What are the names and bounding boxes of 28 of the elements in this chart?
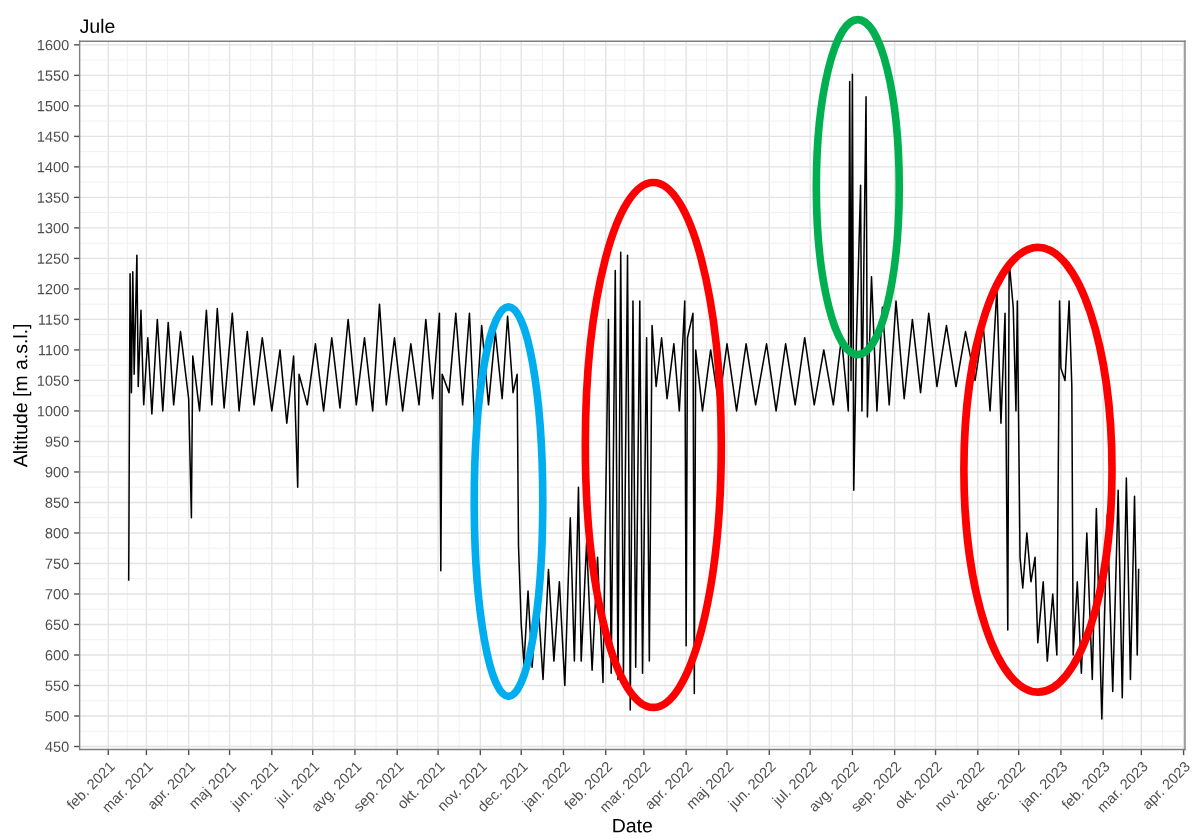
y-tick-label: 1550 xyxy=(37,70,69,81)
y-tick-label: 650 xyxy=(45,619,69,630)
y-tick-label: 450 xyxy=(45,741,69,752)
y-tick-label: 1150 xyxy=(38,314,69,325)
y-tick-label: 550 xyxy=(45,680,69,691)
y-tick-label: 1600 xyxy=(37,39,69,51)
y-tick-label: 800 xyxy=(45,528,69,539)
y-tick-label: 1050 xyxy=(37,375,69,386)
y-tick-label: 700 xyxy=(45,589,69,600)
y-tick-label: 1000 xyxy=(37,406,69,417)
y-tick-label: 500 xyxy=(45,711,69,722)
y-tick-label: 600 xyxy=(45,650,69,661)
chart-title: Jule xyxy=(79,18,115,34)
y-tick-label: 1350 xyxy=(37,192,69,203)
x-axis-title: Date xyxy=(613,818,652,833)
y-tick-label: 1450 xyxy=(37,131,69,142)
y-tick-label: 1400 xyxy=(37,161,69,173)
y-tick-label: 1200 xyxy=(37,284,69,295)
y-tick-label: 1500 xyxy=(37,100,69,112)
y-axis-title: Altitude [m a.s.l.] xyxy=(13,324,32,468)
y-tick-label: 1300 xyxy=(37,223,69,234)
y-tick-label: 850 xyxy=(45,497,69,508)
y-tick-label: 950 xyxy=(45,436,69,447)
y-tick-label: 750 xyxy=(45,558,69,569)
y-tick-label: 1100 xyxy=(38,345,69,356)
y-tick-label: 900 xyxy=(45,467,69,478)
y-tick-label: 1250 xyxy=(37,253,69,264)
line-series xyxy=(127,73,1140,720)
